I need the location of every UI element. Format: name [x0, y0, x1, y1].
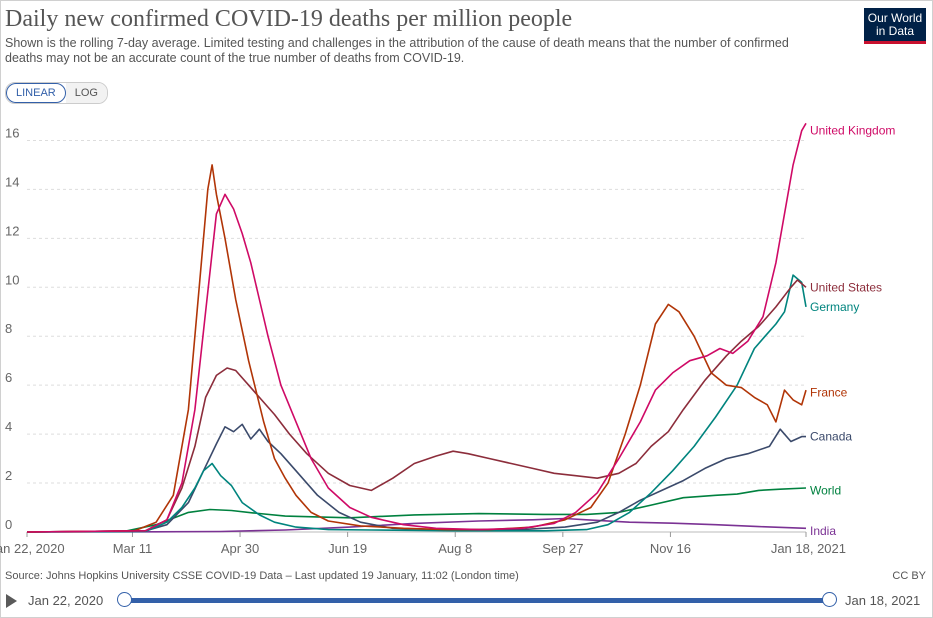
series-label-canada: Canada	[810, 430, 852, 444]
series-label-india: India	[810, 524, 836, 538]
logo-line-1: Our World	[867, 11, 923, 25]
x-tick-label-4: Aug 8	[438, 541, 472, 556]
y-tick-label-16: 16	[5, 125, 19, 140]
play-icon[interactable]	[6, 594, 17, 608]
chart-title: Daily new confirmed COVID-19 deaths per …	[5, 6, 573, 32]
y-tick-label-0: 0	[5, 517, 12, 532]
series-label-germany: Germany	[810, 300, 859, 314]
x-axis: Jan 22, 2020 Mar 11 Apr 30 Jun 19 Aug 8 Sep 2…	[0, 532, 846, 556]
y-tick-label-10: 10	[5, 272, 19, 287]
x-tick-label-0: Jan 22, 2020	[0, 541, 65, 556]
series-line-united-states	[26, 279, 807, 533]
y-axis: 0 2 4 6 8 10 12 14 16	[5, 125, 19, 532]
log-scale-button[interactable]: LOG	[65, 83, 107, 103]
series-line-world	[26, 487, 807, 533]
x-tick-label-1: Mar 11	[113, 541, 153, 556]
x-tick-label-2: Apr 30	[221, 541, 259, 556]
y-tick-label-4: 4	[5, 419, 12, 434]
owid-logo[interactable]: Our World in Data	[864, 8, 926, 44]
linear-scale-button[interactable]: LINEAR	[6, 83, 66, 103]
line-chart: 0 2 4 6 8 10 12 14 16 Jan 22, 2020 Mar 11 Apr 30 Ju…	[0, 122, 895, 556]
series-label-world: World	[810, 483, 841, 497]
x-tick-label-3: Jun 19	[328, 541, 367, 556]
timeline-track[interactable]	[124, 598, 829, 603]
source-note: Source: Johns Hopkins University CSSE CO…	[5, 570, 519, 582]
series-label-united-states: United States	[810, 280, 882, 294]
y-tick-label-8: 8	[5, 321, 12, 336]
x-tick-label-6: Nov 16	[650, 541, 691, 556]
scale-toggle: LINEAR LOG	[5, 82, 108, 104]
series-line-united-kingdom	[26, 122, 807, 533]
x-tick-label-5: Sep 27	[542, 541, 583, 556]
series-label-united-kingdom: United Kingdom	[810, 124, 895, 138]
timeline-end-handle[interactable]	[822, 592, 837, 607]
x-tick-label-7: Jan 18, 2021	[771, 541, 846, 556]
series-labels: World India Canada Germany United States Fran…	[810, 124, 895, 538]
timeline: Jan 22, 2020 Jan 18, 2021	[0, 588, 933, 614]
logo-line-2: in Data	[875, 24, 915, 38]
license-link[interactable]: CC BY	[892, 570, 926, 582]
y-tick-label-6: 6	[5, 370, 12, 385]
y-tick-label-12: 12	[5, 223, 19, 238]
series-line-germany	[26, 274, 807, 533]
series-line-canada	[26, 423, 806, 533]
timeline-end-label: Jan 18, 2021	[845, 593, 921, 608]
y-tick-label-2: 2	[5, 468, 12, 483]
series-lines	[26, 122, 807, 533]
grid-lines	[27, 139, 806, 533]
series-label-france: France	[810, 386, 848, 400]
y-tick-label-14: 14	[5, 174, 19, 189]
series-line-india	[26, 517, 807, 533]
timeline-start-handle[interactable]	[117, 592, 132, 607]
chart-subtitle: Shown is the rolling 7-day average. Limi…	[5, 36, 789, 65]
timeline-start-label: Jan 22, 2020	[28, 593, 104, 608]
